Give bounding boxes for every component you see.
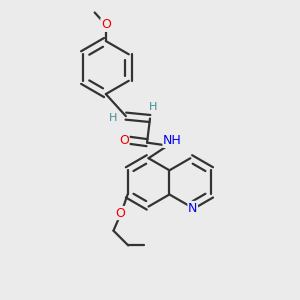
Text: H: H	[149, 102, 157, 112]
Text: H: H	[108, 113, 117, 124]
Text: O: O	[116, 206, 125, 220]
Text: O: O	[119, 134, 129, 147]
Text: N: N	[188, 202, 197, 214]
Text: O: O	[101, 18, 111, 32]
Text: NH: NH	[163, 134, 182, 147]
